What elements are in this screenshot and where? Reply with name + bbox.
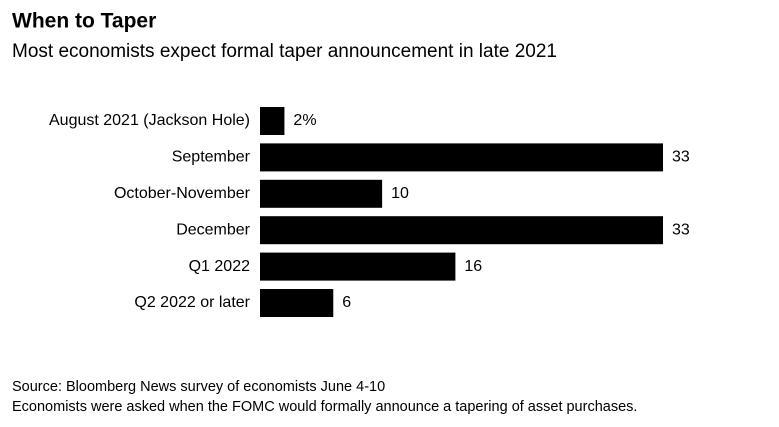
category-label: September bbox=[172, 149, 251, 166]
category-label: Q2 2022 or later bbox=[134, 294, 250, 311]
category-label: October-November bbox=[114, 185, 251, 202]
bar bbox=[260, 252, 456, 281]
value-label: 10 bbox=[391, 185, 409, 202]
note: Economists were asked when the FOMC woul… bbox=[12, 399, 637, 415]
value-label: 33 bbox=[672, 221, 690, 238]
chart-title: When to Taper bbox=[12, 10, 156, 33]
bar bbox=[260, 107, 285, 135]
value-label: 6 bbox=[342, 294, 351, 311]
value-label: 2% bbox=[293, 112, 316, 129]
bar bbox=[260, 216, 663, 245]
category-label: December bbox=[176, 221, 250, 238]
bar bbox=[260, 143, 663, 172]
bar bbox=[260, 289, 334, 317]
source: Source: Bloomberg News survey of economi… bbox=[12, 379, 385, 395]
bar bbox=[260, 179, 383, 208]
category-label: August 2021 (Jackson Hole) bbox=[49, 112, 250, 129]
chart-subtitle: Most economists expect formal taper anno… bbox=[12, 41, 557, 62]
value-label: 33 bbox=[672, 149, 690, 166]
value-label: 16 bbox=[464, 258, 482, 275]
category-label: Q1 2022 bbox=[189, 258, 250, 275]
